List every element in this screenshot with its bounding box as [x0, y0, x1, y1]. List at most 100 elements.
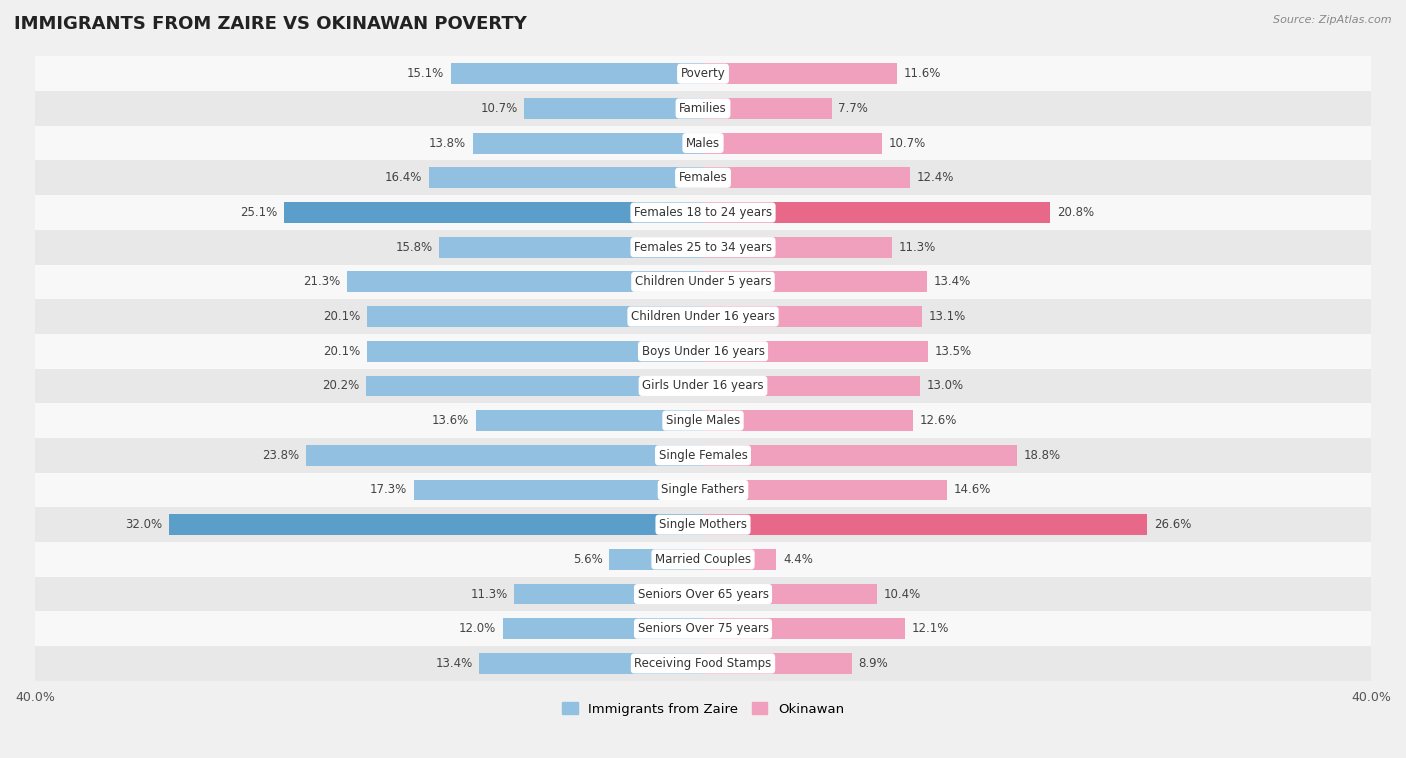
- Bar: [35, 438, 1371, 473]
- Text: Receiving Food Stamps: Receiving Food Stamps: [634, 657, 772, 670]
- Bar: [35, 161, 1371, 195]
- Bar: [35, 56, 1371, 91]
- Bar: [515, 584, 703, 604]
- Text: 12.0%: 12.0%: [458, 622, 496, 635]
- Bar: [502, 619, 703, 639]
- Text: 11.6%: 11.6%: [904, 67, 941, 80]
- Legend: Immigrants from Zaire, Okinawan: Immigrants from Zaire, Okinawan: [562, 702, 844, 716]
- Bar: [703, 236, 891, 258]
- Bar: [703, 480, 946, 500]
- Text: 15.1%: 15.1%: [406, 67, 444, 80]
- Text: Single Females: Single Females: [658, 449, 748, 462]
- Text: Boys Under 16 years: Boys Under 16 years: [641, 345, 765, 358]
- Bar: [305, 445, 703, 465]
- Bar: [479, 653, 703, 674]
- Text: 8.9%: 8.9%: [858, 657, 889, 670]
- Bar: [366, 375, 703, 396]
- Text: Girls Under 16 years: Girls Under 16 years: [643, 380, 763, 393]
- Bar: [703, 584, 877, 604]
- Bar: [703, 306, 922, 327]
- Bar: [703, 341, 928, 362]
- Text: 13.0%: 13.0%: [927, 380, 965, 393]
- Bar: [439, 236, 703, 258]
- Text: Poverty: Poverty: [681, 67, 725, 80]
- Bar: [35, 195, 1371, 230]
- Text: Females: Females: [679, 171, 727, 184]
- Bar: [703, 549, 776, 570]
- Text: 13.6%: 13.6%: [432, 414, 470, 427]
- Bar: [35, 646, 1371, 681]
- Bar: [35, 368, 1371, 403]
- Text: 25.1%: 25.1%: [240, 206, 277, 219]
- Text: Children Under 5 years: Children Under 5 years: [634, 275, 772, 288]
- Bar: [35, 230, 1371, 265]
- Text: 12.6%: 12.6%: [920, 414, 957, 427]
- Bar: [524, 98, 703, 119]
- Bar: [367, 341, 703, 362]
- Text: 5.6%: 5.6%: [574, 553, 603, 566]
- Bar: [472, 133, 703, 154]
- Bar: [367, 306, 703, 327]
- Text: Seniors Over 75 years: Seniors Over 75 years: [637, 622, 769, 635]
- Text: 4.4%: 4.4%: [783, 553, 813, 566]
- Text: 32.0%: 32.0%: [125, 518, 162, 531]
- Bar: [347, 271, 703, 293]
- Bar: [35, 612, 1371, 646]
- Bar: [413, 480, 703, 500]
- Text: 12.4%: 12.4%: [917, 171, 955, 184]
- Bar: [703, 619, 905, 639]
- Bar: [703, 168, 910, 188]
- Text: Females 18 to 24 years: Females 18 to 24 years: [634, 206, 772, 219]
- Bar: [284, 202, 703, 223]
- Text: Source: ZipAtlas.com: Source: ZipAtlas.com: [1274, 15, 1392, 25]
- Text: 13.8%: 13.8%: [429, 136, 465, 149]
- Bar: [429, 168, 703, 188]
- Bar: [35, 507, 1371, 542]
- Bar: [451, 64, 703, 84]
- Bar: [703, 64, 897, 84]
- Text: 20.1%: 20.1%: [323, 345, 360, 358]
- Text: 16.4%: 16.4%: [385, 171, 422, 184]
- Text: 18.8%: 18.8%: [1024, 449, 1060, 462]
- Text: 10.4%: 10.4%: [883, 587, 921, 600]
- Bar: [35, 126, 1371, 161]
- Text: 14.6%: 14.6%: [953, 484, 991, 496]
- Text: 23.8%: 23.8%: [262, 449, 299, 462]
- Text: 10.7%: 10.7%: [481, 102, 517, 115]
- Text: 20.1%: 20.1%: [323, 310, 360, 323]
- Bar: [35, 334, 1371, 368]
- Text: Females 25 to 34 years: Females 25 to 34 years: [634, 240, 772, 254]
- Bar: [35, 542, 1371, 577]
- Text: 13.1%: 13.1%: [928, 310, 966, 323]
- Bar: [703, 202, 1050, 223]
- Bar: [609, 549, 703, 570]
- Text: 11.3%: 11.3%: [471, 587, 508, 600]
- Text: 17.3%: 17.3%: [370, 484, 408, 496]
- Bar: [703, 133, 882, 154]
- Text: Families: Families: [679, 102, 727, 115]
- Text: 26.6%: 26.6%: [1154, 518, 1191, 531]
- Text: 20.2%: 20.2%: [322, 380, 359, 393]
- Bar: [35, 473, 1371, 507]
- Text: Married Couples: Married Couples: [655, 553, 751, 566]
- Bar: [703, 410, 914, 431]
- Text: Single Fathers: Single Fathers: [661, 484, 745, 496]
- Bar: [703, 375, 920, 396]
- Text: 15.8%: 15.8%: [395, 240, 433, 254]
- Bar: [703, 445, 1017, 465]
- Bar: [35, 91, 1371, 126]
- Bar: [475, 410, 703, 431]
- Text: 21.3%: 21.3%: [304, 275, 340, 288]
- Bar: [35, 299, 1371, 334]
- Bar: [35, 265, 1371, 299]
- Bar: [703, 514, 1147, 535]
- Text: Seniors Over 65 years: Seniors Over 65 years: [637, 587, 769, 600]
- Text: Children Under 16 years: Children Under 16 years: [631, 310, 775, 323]
- Bar: [703, 653, 852, 674]
- Text: 12.1%: 12.1%: [911, 622, 949, 635]
- Bar: [703, 98, 831, 119]
- Text: Males: Males: [686, 136, 720, 149]
- Bar: [703, 271, 927, 293]
- Text: 20.8%: 20.8%: [1057, 206, 1094, 219]
- Text: Single Mothers: Single Mothers: [659, 518, 747, 531]
